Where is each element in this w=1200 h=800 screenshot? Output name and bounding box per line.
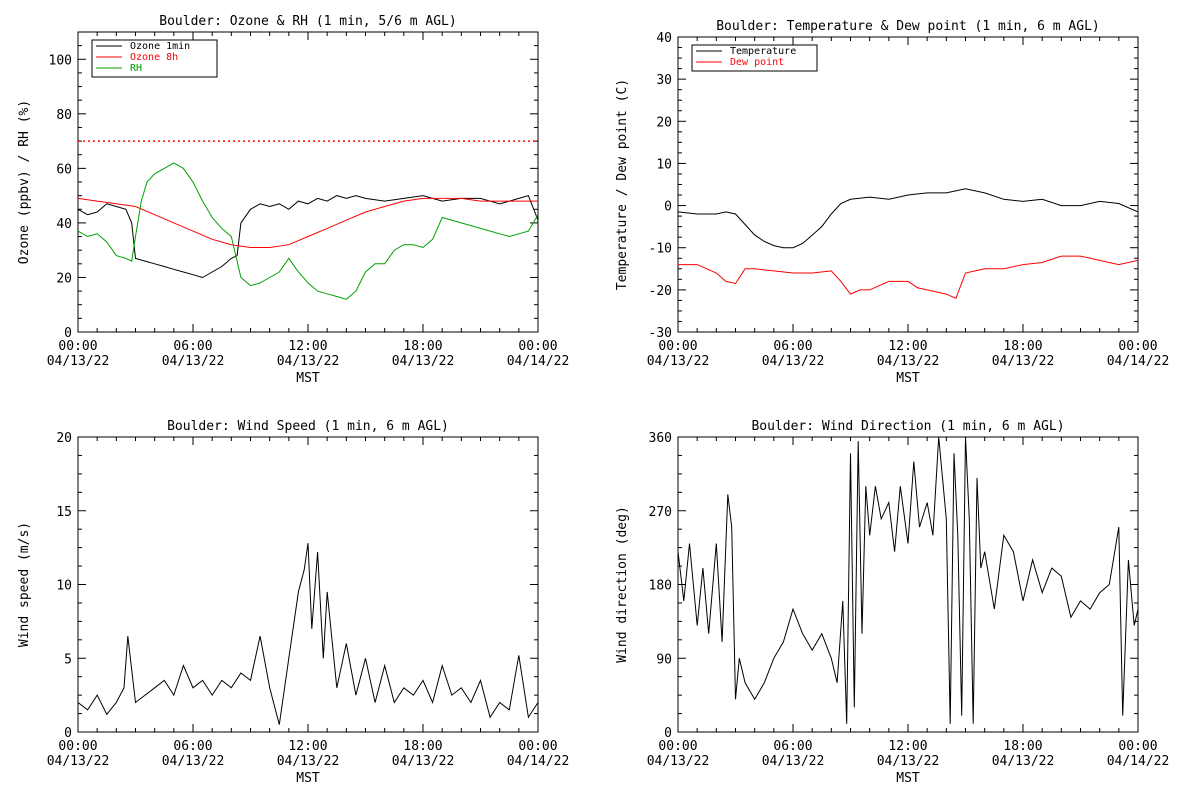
y-axis-label: Temperature / Dew point (C) xyxy=(615,79,630,290)
x-tick-date-label: 04/13/22 xyxy=(992,354,1055,369)
y-tick-label: 270 xyxy=(649,505,672,520)
y-tick-label: 5 xyxy=(64,652,72,667)
plot-frame xyxy=(77,436,539,733)
y-tick-label: 20 xyxy=(56,431,72,446)
x-tick-date-label: 04/13/22 xyxy=(277,354,340,369)
x-tick-date-label: 04/13/22 xyxy=(47,354,110,369)
plot-frame xyxy=(677,36,1139,333)
x-tick-label: 00:00 xyxy=(658,739,697,754)
x-tick-label: 00:00 xyxy=(1118,739,1157,754)
y-tick-label: 0 xyxy=(664,200,672,215)
chart-title: Boulder: Wind Speed (1 min, 6 m AGL) xyxy=(167,419,449,434)
x-tick-label: 18:00 xyxy=(403,739,442,754)
series-line-1 xyxy=(678,188,1138,249)
series-line-1 xyxy=(78,194,538,279)
x-tick-label: 06:00 xyxy=(173,739,212,754)
plot-frame xyxy=(677,436,1139,733)
y-axis-label: Ozone (ppbv) / RH (%) xyxy=(17,100,32,264)
x-tick-date-label: 04/13/22 xyxy=(392,354,455,369)
x-tick-label: 18:00 xyxy=(403,339,442,354)
x-tick-label: 12:00 xyxy=(888,339,927,354)
x-tick-label: 06:00 xyxy=(173,339,212,354)
chart-title: Boulder: Wind Direction (1 min, 6 m AGL) xyxy=(751,419,1064,434)
y-tick-label: 20 xyxy=(56,271,72,286)
y-tick-label: 40 xyxy=(656,31,672,46)
y-tick-label: 10 xyxy=(656,157,672,172)
x-tick-date-label: 04/14/22 xyxy=(1107,354,1170,369)
y-tick-label: -20 xyxy=(649,284,672,299)
x-tick-label: 12:00 xyxy=(288,739,327,754)
x-tick-label: 00:00 xyxy=(658,339,697,354)
y-tick-label: 20 xyxy=(656,115,672,130)
x-tick-date-label: 04/13/22 xyxy=(762,354,825,369)
y-tick-label: 180 xyxy=(649,579,672,594)
y-tick-label: 80 xyxy=(56,108,72,123)
x-tick-label: 18:00 xyxy=(1003,739,1042,754)
x-tick-date-label: 04/14/22 xyxy=(1107,754,1170,769)
x-axis-label: MST xyxy=(896,371,920,386)
x-tick-label: 12:00 xyxy=(888,739,927,754)
y-tick-label: 0 xyxy=(664,726,672,741)
x-tick-date-label: 04/13/22 xyxy=(877,754,940,769)
x-tick-label: 12:00 xyxy=(288,339,327,354)
chart-panel-1: Boulder: Ozone & RH (1 min, 5/6 m AGL)00… xyxy=(17,14,569,386)
x-tick-label: 06:00 xyxy=(773,339,812,354)
series-line-1 xyxy=(78,543,538,725)
x-tick-date-label: 04/13/22 xyxy=(877,354,940,369)
legend-entry: RH xyxy=(130,63,142,74)
y-tick-label: 30 xyxy=(656,73,672,88)
x-tick-label: 00:00 xyxy=(58,739,97,754)
y-tick-label: 100 xyxy=(49,53,72,68)
chart-panel-4: Boulder: Wind Direction (1 min, 6 m AGL)… xyxy=(615,419,1169,786)
x-tick-date-label: 04/13/22 xyxy=(162,354,225,369)
series-line-3 xyxy=(78,162,538,300)
y-tick-label: 0 xyxy=(64,726,72,741)
x-tick-date-label: 04/13/22 xyxy=(762,754,825,769)
y-tick-label: -10 xyxy=(649,242,672,257)
x-tick-date-label: 04/13/22 xyxy=(392,754,455,769)
x-tick-label: 18:00 xyxy=(1003,339,1042,354)
x-axis-label: MST xyxy=(296,771,320,786)
x-tick-label: 00:00 xyxy=(518,739,557,754)
chart-panel-3: Boulder: Wind Speed (1 min, 6 m AGL) 00:0… xyxy=(17,419,569,786)
legend-entry: Temperature xyxy=(730,46,796,57)
y-tick-label: -30 xyxy=(649,326,672,341)
x-tick-label: 00:00 xyxy=(1118,339,1157,354)
series-line-2 xyxy=(78,197,538,248)
x-tick-date-label: 04/13/22 xyxy=(647,354,710,369)
legend-entry: Dew point xyxy=(730,57,784,68)
legend-entry: Ozone 8h xyxy=(130,52,178,63)
x-tick-label: 00:00 xyxy=(518,339,557,354)
legend-entry: Ozone 1min xyxy=(130,41,190,52)
x-tick-label: 06:00 xyxy=(773,739,812,754)
x-axis-label: MST xyxy=(896,771,920,786)
x-tick-date-label: 04/13/22 xyxy=(277,754,340,769)
y-tick-label: 10 xyxy=(56,579,72,594)
chart-panel-2: Boulder: Temperature & Dew point (1 min,… xyxy=(615,19,1169,386)
x-tick-date-label: 04/13/22 xyxy=(647,754,710,769)
y-axis-label: Wind speed (m/s) xyxy=(17,522,32,647)
x-tick-label: 00:00 xyxy=(58,339,97,354)
x-tick-date-label: 04/13/22 xyxy=(47,754,110,769)
legend-box xyxy=(691,44,818,72)
x-tick-date-label: 04/14/22 xyxy=(507,754,570,769)
y-tick-label: 90 xyxy=(656,652,672,667)
y-tick-label: 60 xyxy=(56,162,72,177)
series-line-1 xyxy=(678,437,1138,724)
y-axis-label: Wind direction (deg) xyxy=(615,506,630,663)
x-tick-date-label: 04/13/22 xyxy=(992,754,1055,769)
y-tick-label: 0 xyxy=(64,326,72,341)
y-tick-label: 360 xyxy=(649,431,672,446)
series-line-2 xyxy=(678,255,1138,299)
y-tick-label: 15 xyxy=(56,505,72,520)
x-tick-date-label: 04/13/22 xyxy=(162,754,225,769)
y-tick-label: 40 xyxy=(56,217,72,232)
x-axis-label: MST xyxy=(296,371,320,386)
x-tick-date-label: 04/14/22 xyxy=(507,354,570,369)
chart-title: Boulder: Ozone & RH (1 min, 5/6 m AGL) xyxy=(159,14,456,29)
chart-title: Boulder: Temperature & Dew point (1 min,… xyxy=(716,19,1100,34)
